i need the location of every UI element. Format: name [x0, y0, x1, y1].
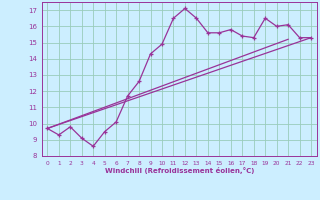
X-axis label: Windchill (Refroidissement éolien,°C): Windchill (Refroidissement éolien,°C) — [105, 167, 254, 174]
